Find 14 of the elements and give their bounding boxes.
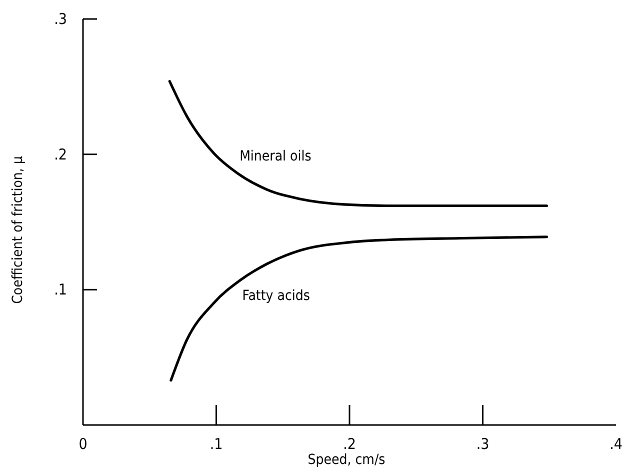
x-tick-label: .2 — [343, 435, 356, 453]
x-tick-label: .3 — [476, 435, 490, 453]
y-tick-label: .3 — [54, 10, 67, 28]
line-series — [170, 236, 548, 382]
line-series — [168, 80, 548, 208]
y-axis-title: Coefficient of friction, μ — [10, 156, 26, 304]
x-axis-title: Speed, cm/s — [308, 452, 386, 468]
series-label: Fatty acids — [242, 288, 310, 304]
series-label: Mineral oils — [240, 148, 312, 164]
y-tick-label: .2 — [54, 145, 67, 164]
x-tick-label: 0 — [78, 435, 88, 453]
x-tick-label: .1 — [210, 435, 223, 453]
y-tick-label: .1 — [54, 280, 67, 299]
x-tick-label: .4 — [610, 435, 622, 453]
